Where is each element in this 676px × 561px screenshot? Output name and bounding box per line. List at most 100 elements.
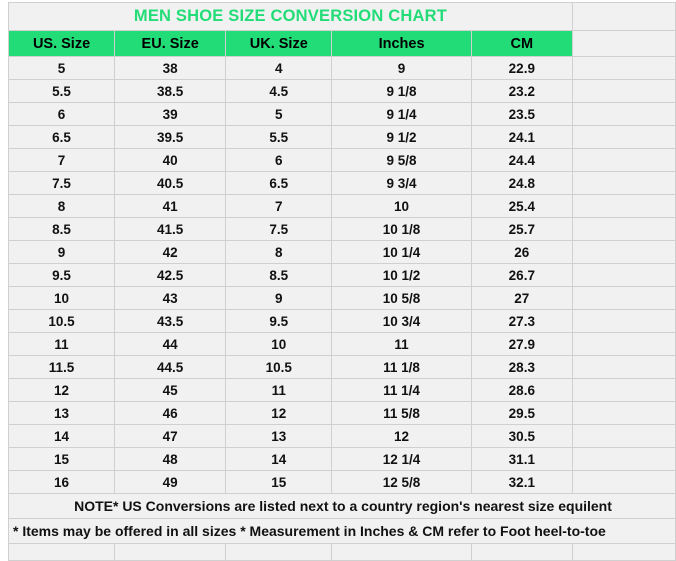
cell-us-size: 10 <box>7 286 116 310</box>
spreadsheet-canvas: MEN SHOE SIZE CONVERSION CHART US. Size EU… <box>7 2 676 561</box>
cell-uk-size: 8.5 <box>225 263 333 287</box>
empty-row <box>7 543 676 561</box>
cell-cm: 23.5 <box>470 102 573 126</box>
cell-eu-size: 46 <box>114 401 227 425</box>
cell-uk-size: 8 <box>225 240 333 264</box>
cell-cm: 27 <box>470 286 573 310</box>
cell-uk-size: 13 <box>225 424 333 448</box>
cell-eu-size: 38 <box>114 56 227 80</box>
cell-inches: 10 3/4 <box>331 309 472 333</box>
row-spare-cell <box>571 194 676 218</box>
row-spare-cell <box>571 125 676 149</box>
table-row: 8.5 41.5 7.5 10 1/8 25.7 <box>7 217 676 241</box>
cell-inches: 9 <box>331 56 472 80</box>
cell-us-size: 8.5 <box>7 217 116 241</box>
note-row: * Items may be offered in all sizes * Me… <box>8 518 676 544</box>
cell-cm: 27.9 <box>470 332 573 356</box>
cell-inches: 9 1/8 <box>331 79 472 103</box>
column-header-eu-size: EU. Size <box>114 30 227 57</box>
cell-cm: 26 <box>470 240 573 264</box>
table-header-row: US. Size EU. Size UK. Size Inches CM <box>7 30 676 57</box>
table-row: 7.5 40.5 6.5 9 3/4 24.8 <box>7 171 676 195</box>
table-row: 16 49 15 12 5/8 32.1 <box>7 470 676 494</box>
cell-us-size: 12 <box>7 378 116 402</box>
shoe-size-conversion-table: MEN SHOE SIZE CONVERSION CHART US. Size EU… <box>7 2 676 561</box>
cell-uk-size: 5.5 <box>225 125 333 149</box>
page-title: MEN SHOE SIZE CONVERSION CHART <box>8 2 573 31</box>
title-row: MEN SHOE SIZE CONVERSION CHART <box>8 2 676 31</box>
row-spare-cell <box>571 79 676 103</box>
cell-us-size: 5 <box>7 56 116 80</box>
cell-eu-size: 49 <box>114 470 227 494</box>
cell-eu-size: 45 <box>114 378 227 402</box>
empty-cell <box>225 543 333 561</box>
cell-inches: 9 3/4 <box>331 171 472 195</box>
cell-us-size: 6.5 <box>7 125 116 149</box>
table-row: 7 40 6 9 5/8 24.4 <box>7 148 676 172</box>
cell-cm: 30.5 <box>470 424 573 448</box>
cell-uk-size: 11 <box>225 378 333 402</box>
cell-uk-size: 7 <box>225 194 333 218</box>
cell-eu-size: 38.5 <box>114 79 227 103</box>
column-header-cm: CM <box>470 30 573 57</box>
table-row: 6 39 5 9 1/4 23.5 <box>7 102 676 126</box>
cell-inches: 9 1/2 <box>331 125 472 149</box>
cell-uk-size: 10.5 <box>225 355 333 379</box>
cell-cm: 28.6 <box>470 378 573 402</box>
cell-eu-size: 39.5 <box>114 125 227 149</box>
cell-eu-size: 42.5 <box>114 263 227 287</box>
row-spare-cell <box>571 378 676 402</box>
row-spare-cell <box>571 148 676 172</box>
note-row: NOTE* US Conversions are listed next to … <box>8 493 676 519</box>
cell-inches: 11 1/4 <box>331 378 472 402</box>
cell-inches: 10 1/2 <box>331 263 472 287</box>
cell-inches: 11 <box>331 332 472 356</box>
table-row: 5.5 38.5 4.5 9 1/8 23.2 <box>7 79 676 103</box>
row-spare-cell <box>571 355 676 379</box>
row-spare-cell <box>571 470 676 494</box>
cell-cm: 26.7 <box>470 263 573 287</box>
row-spare-cell <box>571 309 676 333</box>
row-spare-cell <box>571 171 676 195</box>
note-label: * Items may be offered in all sizes * Me… <box>13 523 606 539</box>
column-header-us-size: US. Size <box>7 30 116 57</box>
table-row: 12 45 11 11 1/4 28.6 <box>7 378 676 402</box>
cell-inches: 12 1/4 <box>331 447 472 471</box>
cell-inches: 10 <box>331 194 472 218</box>
cell-cm: 24.8 <box>470 171 573 195</box>
row-spare-cell <box>571 286 676 310</box>
cell-cm: 28.3 <box>470 355 573 379</box>
row-spare-cell <box>571 56 676 80</box>
cell-us-size: 5.5 <box>7 79 116 103</box>
title-row-spare-cell <box>571 2 676 31</box>
empty-cell <box>331 543 472 561</box>
cell-us-size: 15 <box>7 447 116 471</box>
cell-inches: 12 5/8 <box>331 470 472 494</box>
table-row: 15 48 14 12 1/4 31.1 <box>7 447 676 471</box>
cell-us-size: 11.5 <box>7 355 116 379</box>
cell-eu-size: 41.5 <box>114 217 227 241</box>
note-text-2: * Items may be offered in all sizes * Me… <box>8 518 676 544</box>
table-row: 10 43 9 10 5/8 27 <box>7 286 676 310</box>
cell-us-size: 13 <box>7 401 116 425</box>
cell-eu-size: 41 <box>114 194 227 218</box>
cell-us-size: 7 <box>7 148 116 172</box>
cell-inches: 9 5/8 <box>331 148 472 172</box>
cell-uk-size: 7.5 <box>225 217 333 241</box>
cell-inches: 11 1/8 <box>331 355 472 379</box>
table-row: 9.5 42.5 8.5 10 1/2 26.7 <box>7 263 676 287</box>
cell-cm: 31.1 <box>470 447 573 471</box>
cell-uk-size: 6 <box>225 148 333 172</box>
cell-cm: 24.1 <box>470 125 573 149</box>
cell-us-size: 16 <box>7 470 116 494</box>
table-row: 8 41 7 10 25.4 <box>7 194 676 218</box>
row-spare-cell <box>571 102 676 126</box>
cell-eu-size: 43 <box>114 286 227 310</box>
cell-eu-size: 48 <box>114 447 227 471</box>
row-spare-cell <box>571 263 676 287</box>
cell-us-size: 10.5 <box>7 309 116 333</box>
cell-us-size: 11 <box>7 332 116 356</box>
table-row: 14 47 13 12 30.5 <box>7 424 676 448</box>
note-text-1: NOTE* US Conversions are listed next to … <box>8 493 676 519</box>
cell-cm: 22.9 <box>470 56 573 80</box>
